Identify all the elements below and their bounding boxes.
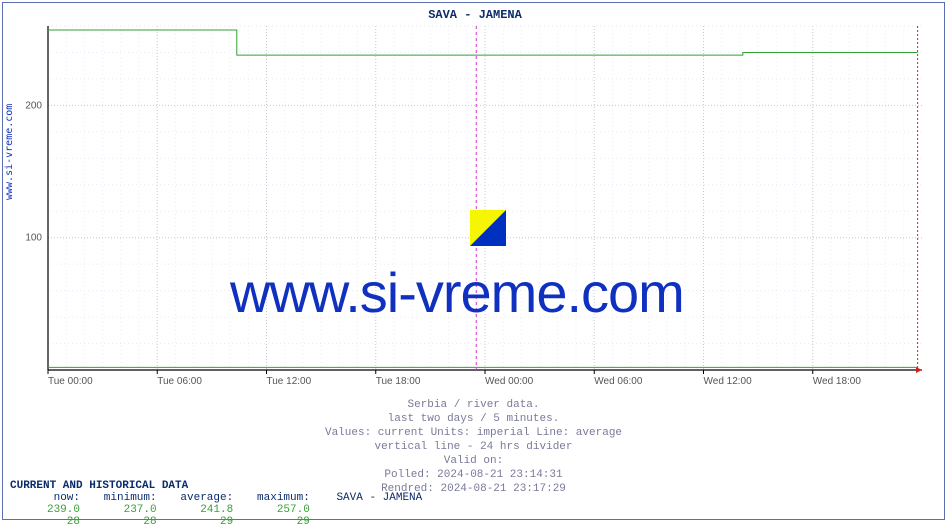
cell: 28 [87,516,157,528]
cell: 29 [240,516,310,528]
watermark-logo [470,210,506,250]
caption-line: Valid on: [0,454,947,468]
series-label: SAVA - JAMENA [336,492,422,504]
col-now: now: [10,492,80,504]
svg-text:Tue 12:00: Tue 12:00 [267,376,312,387]
caption-line: vertical line - 24 hrs divider [0,440,947,454]
chart: SAVA - JAMENA 100 200 Tue 00:00 Tue 06:00 Tue… [20,6,930,396]
cell: 257.0 [240,504,310,516]
cell: 241.8 [163,504,233,516]
caption-line: Values: current Units: imperial Line: av… [0,426,947,440]
col-min: minimum: [87,492,157,504]
svg-text:Wed 06:00: Wed 06:00 [594,376,643,387]
col-max: maximum: [240,492,310,504]
svg-text:100: 100 [25,233,42,244]
watermark-text: www.si-vreme.com [230,260,684,325]
svg-text:SAVA - JAMENA: SAVA - JAMENA [428,8,522,22]
table-row: 239.0 237.0 241.8 257.0 [10,504,422,516]
svg-text:Tue 00:00: Tue 00:00 [48,376,93,387]
cell: 239.0 [10,504,80,516]
col-avg: average: [163,492,233,504]
table-header-row: now: minimum: average: maximum: SAVA - J… [10,492,422,504]
svg-text:200: 200 [25,100,42,111]
cell: 237.0 [87,504,157,516]
cell: 29 [163,516,233,528]
table-row: 28 28 29 29 [10,516,422,528]
caption-line: Serbia / river data. [0,398,947,412]
svg-text:Wed 00:00: Wed 00:00 [485,376,534,387]
cell: 28 [10,516,80,528]
svg-text:Wed 12:00: Wed 12:00 [704,376,753,387]
svg-text:Tue 06:00: Tue 06:00 [157,376,202,387]
y-axis-label: www.si-vreme.com [4,104,15,200]
caption-line: last two days / 5 minutes. [0,412,947,426]
svg-text:Wed 18:00: Wed 18:00 [813,376,862,387]
data-table: CURRENT AND HISTORICAL DATA now: minimum… [10,480,422,528]
table-title: CURRENT AND HISTORICAL DATA [10,480,422,492]
svg-text:Tue 18:00: Tue 18:00 [376,376,421,387]
